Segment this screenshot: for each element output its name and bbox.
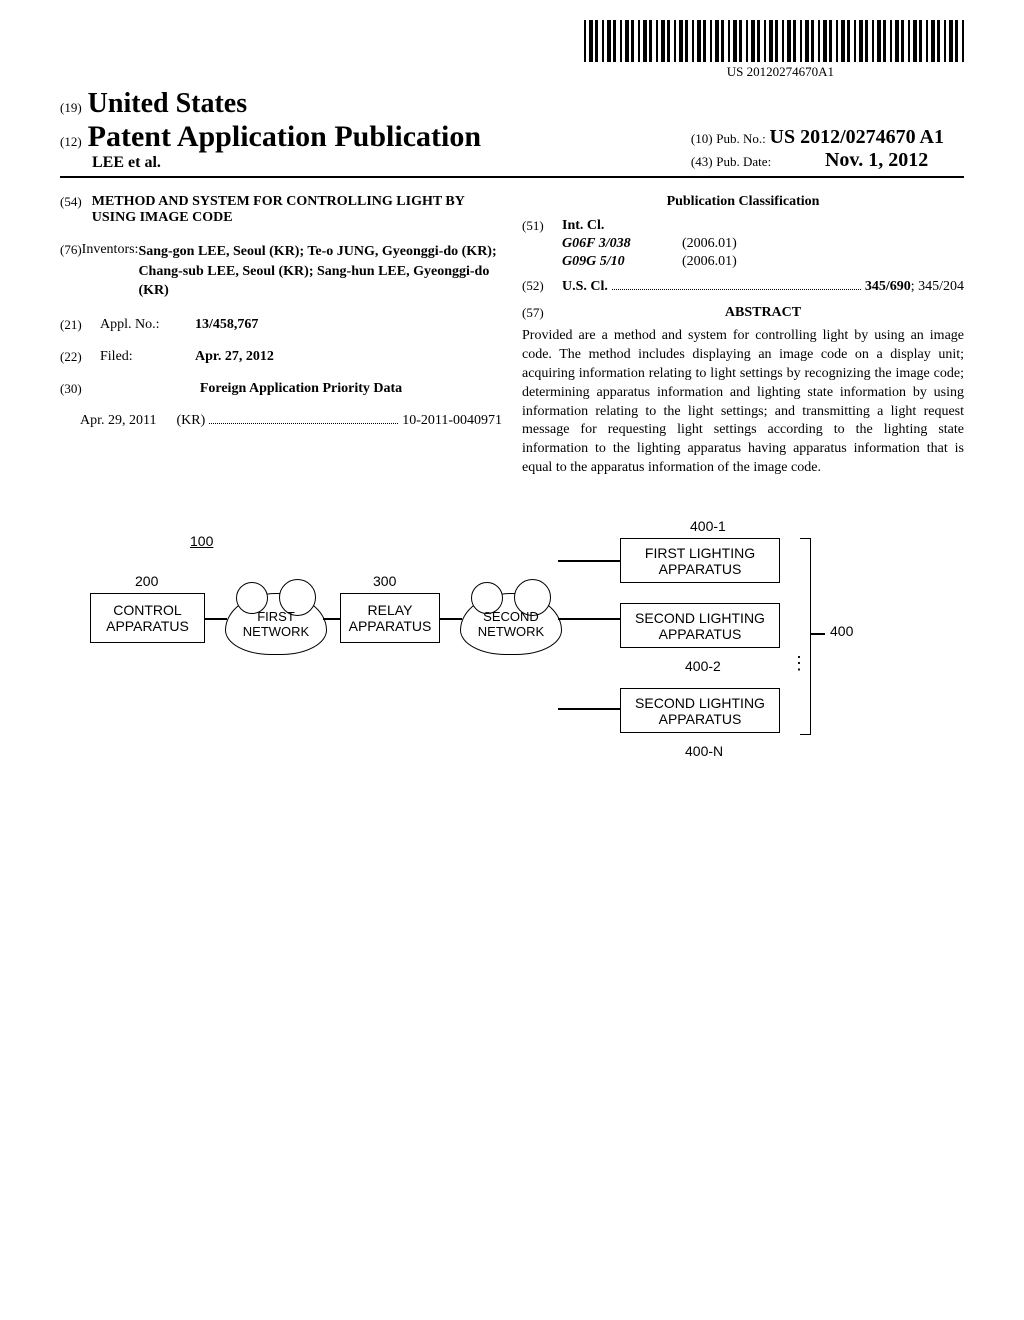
authors-header: LEE et al. xyxy=(92,154,481,172)
pub-date-label: Pub. Date: xyxy=(716,154,771,169)
appl-no: 13/458,767 xyxy=(195,317,502,333)
label-400: 400 xyxy=(830,623,853,639)
pub-date: Nov. 1, 2012 xyxy=(825,149,928,171)
barcode-region: US 20120274670A1 xyxy=(60,20,964,80)
box-relay-apparatus: RELAY APPARATUS xyxy=(340,593,440,643)
dotted-line xyxy=(209,423,398,424)
box-nth-lighting: SECOND LIGHTING APPARATUS xyxy=(620,688,780,733)
publication-type: Patent Application Publication xyxy=(88,120,481,154)
label-400-2: 400-2 xyxy=(685,658,721,674)
pub-no: US 2012/0274670 A1 xyxy=(770,126,944,148)
int-cl-code-1: G09G 5/10 xyxy=(562,254,682,270)
label-300: 300 xyxy=(373,573,396,589)
us-cl-primary: 345/690 xyxy=(865,279,911,295)
inventors-label: Inventors: xyxy=(82,242,139,301)
us-cl-label: U.S. Cl. xyxy=(562,279,608,295)
cloud-second-network: SECOND NETWORK xyxy=(460,593,562,655)
box-control-apparatus: CONTROL APPARATUS xyxy=(90,593,205,643)
field-30-num: (30) xyxy=(60,381,100,407)
int-cl-label: Int. Cl. xyxy=(562,218,604,234)
connector-line xyxy=(558,560,620,562)
invention-title: METHOD AND SYSTEM FOR CONTROLLING LIGHT … xyxy=(92,194,502,226)
field-52-num: (52) xyxy=(522,278,562,294)
bracket-400 xyxy=(800,538,811,735)
bracket-tick xyxy=(810,633,825,635)
filed-date: Apr. 27, 2012 xyxy=(195,349,502,365)
connector-line xyxy=(558,708,620,710)
abstract-text: Provided are a method and system for con… xyxy=(522,327,964,478)
us-cl-secondary: ; 345/204 xyxy=(911,279,964,295)
priority-country: (KR) xyxy=(176,413,205,429)
int-cl-year-1: (2006.01) xyxy=(682,254,737,270)
classification-heading: Publication Classification xyxy=(522,194,964,210)
code-10: (10) xyxy=(691,131,713,146)
label-200: 200 xyxy=(135,573,158,589)
field-57-num: (57) xyxy=(522,305,562,321)
label-400-1: 400-1 xyxy=(690,518,726,534)
second-network-label: SECOND NETWORK xyxy=(478,609,544,639)
field-51-num: (51) xyxy=(522,218,562,234)
field-76-num: (76) xyxy=(60,242,82,301)
priority-number: 10-2011-0040971 xyxy=(402,413,502,429)
foreign-priority-heading: Foreign Application Priority Data xyxy=(100,381,502,397)
appl-no-label: Appl. No.: xyxy=(100,317,195,333)
figure-diagram: 100 200 300 400-1 400 400-2 400-N CONTRO… xyxy=(60,508,964,768)
code-19: (19) xyxy=(60,100,82,116)
pub-no-label: Pub. No.: xyxy=(716,131,765,146)
int-cl-year-0: (2006.01) xyxy=(682,236,737,252)
field-54-num: (54) xyxy=(60,194,92,226)
connector-line xyxy=(558,618,620,620)
barcode-graphic xyxy=(584,20,964,62)
dotted-line-2 xyxy=(612,289,861,290)
abstract-heading: ABSTRACT xyxy=(562,305,964,321)
priority-date: Apr. 29, 2011 xyxy=(80,413,156,429)
box-second-lighting: SECOND LIGHTING APPARATUS xyxy=(620,603,780,648)
cloud-first-network: FIRST NETWORK xyxy=(225,593,327,655)
field-22-num: (22) xyxy=(60,349,100,365)
code-43: (43) xyxy=(691,154,713,169)
barcode-text: US 20120274670A1 xyxy=(727,64,834,80)
connector-line xyxy=(323,618,341,620)
code-12: (12) xyxy=(60,134,82,150)
label-400-n: 400-N xyxy=(685,743,723,759)
label-100: 100 xyxy=(190,533,213,549)
field-21-num: (21) xyxy=(60,317,100,333)
connector-line xyxy=(440,618,462,620)
filed-label: Filed: xyxy=(100,349,195,365)
int-cl-code-0: G06F 3/038 xyxy=(562,236,682,252)
box-first-lighting: FIRST LIGHTING APPARATUS xyxy=(620,538,780,583)
country-name: United States xyxy=(88,88,247,120)
first-network-label: FIRST NETWORK xyxy=(243,609,309,639)
connector-line xyxy=(205,618,227,620)
inventors-list: Sang-gon LEE, Seoul (KR); Te-o JUNG, Gye… xyxy=(138,242,502,301)
